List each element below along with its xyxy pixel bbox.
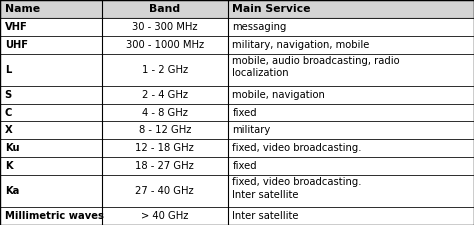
Text: 300 - 1000 MHz: 300 - 1000 MHz [126,40,204,50]
FancyBboxPatch shape [0,140,474,158]
Text: Main Service: Main Service [232,4,311,14]
Text: Millimetric waves: Millimetric waves [5,211,104,221]
FancyBboxPatch shape [0,54,474,86]
Text: mobile, navigation: mobile, navigation [232,90,325,99]
Text: Ku: Ku [5,144,19,153]
Text: S: S [5,90,12,99]
Text: 30 - 300 MHz: 30 - 300 MHz [132,22,198,32]
Text: X: X [5,126,12,135]
Text: Inter satellite: Inter satellite [232,211,299,221]
Text: 18 - 27 GHz: 18 - 27 GHz [136,162,194,171]
Text: fixed: fixed [232,162,257,171]
FancyBboxPatch shape [0,18,474,36]
Text: 12 - 18 GHz: 12 - 18 GHz [136,144,194,153]
Text: Name: Name [5,4,40,14]
Text: 27 - 40 GHz: 27 - 40 GHz [136,186,194,196]
FancyBboxPatch shape [0,86,474,104]
Text: C: C [5,108,12,117]
Text: 2 - 4 GHz: 2 - 4 GHz [142,90,188,99]
Text: fixed, video broadcasting.
Inter satellite: fixed, video broadcasting. Inter satelli… [232,177,362,200]
FancyBboxPatch shape [0,104,474,122]
Text: fixed: fixed [232,108,257,117]
Text: 4 - 8 GHz: 4 - 8 GHz [142,108,188,117]
Text: fixed, video broadcasting.: fixed, video broadcasting. [232,144,362,153]
Text: > 40 GHz: > 40 GHz [141,211,188,221]
Text: L: L [5,65,11,75]
Text: military: military [232,126,271,135]
Text: mobile, audio broadcasting, radio
localization: mobile, audio broadcasting, radio locali… [232,56,400,78]
Text: K: K [5,162,12,171]
Text: Ka: Ka [5,186,19,196]
Text: VHF: VHF [5,22,27,32]
Text: 1 - 2 GHz: 1 - 2 GHz [142,65,188,75]
FancyBboxPatch shape [0,176,474,207]
Text: UHF: UHF [5,40,28,50]
Text: Band: Band [149,4,180,14]
FancyBboxPatch shape [0,36,474,54]
FancyBboxPatch shape [0,0,474,18]
Text: messaging: messaging [232,22,287,32]
Text: 8 - 12 GHz: 8 - 12 GHz [138,126,191,135]
FancyBboxPatch shape [0,122,474,140]
FancyBboxPatch shape [0,207,474,225]
Text: military, navigation, mobile: military, navigation, mobile [232,40,370,50]
FancyBboxPatch shape [0,158,474,176]
